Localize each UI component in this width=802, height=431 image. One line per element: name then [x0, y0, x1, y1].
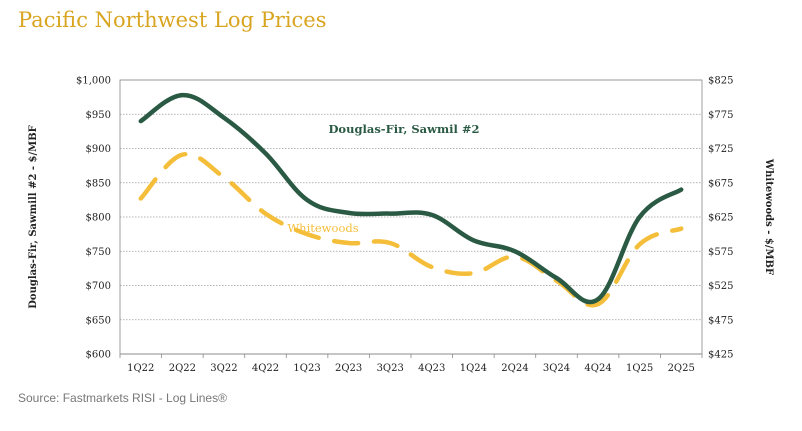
- y-left-tick-label: $650: [86, 315, 111, 326]
- x-tick-label: 3Q24: [543, 363, 570, 374]
- x-tick-label: 1Q24: [460, 363, 487, 374]
- x-tick-label: 2Q22: [169, 363, 196, 374]
- y-right-tick-label: $675: [708, 178, 733, 189]
- y-right-tick-label: $775: [708, 110, 733, 121]
- y-right-tick-label: $825: [708, 76, 733, 87]
- page-title: Pacific Northwest Log Prices: [18, 8, 327, 32]
- douglas-fir-annotation: Douglas-Fir, Sawmil #2: [328, 122, 479, 136]
- y-left-tick-label: $850: [86, 178, 111, 189]
- x-tick-label: 2Q24: [501, 363, 528, 374]
- y-right-tick-label: $525: [708, 281, 733, 292]
- x-tick-label: 2Q25: [668, 363, 695, 374]
- label-layer: Douglas-Fir, Sawmil #2 Whitewoods: [287, 122, 479, 235]
- x-tick-label: 1Q22: [127, 363, 154, 374]
- y-right-tick-label: $625: [708, 213, 733, 224]
- series-layer: [138, 92, 684, 308]
- x-tick-label: 3Q23: [377, 363, 404, 374]
- x-tick-label: 3Q22: [210, 363, 237, 374]
- y-left-tick-label: $1,000: [76, 76, 111, 87]
- whitewoods-annotation: Whitewoods: [287, 221, 358, 235]
- y-right-tick-label: $575: [708, 247, 733, 258]
- y-left-tick-label: $750: [86, 247, 111, 258]
- x-tick-label: 4Q23: [418, 363, 445, 374]
- y-left-tick-label: $800: [86, 213, 111, 224]
- y-left-tick-label: $950: [86, 110, 111, 121]
- y-left-tick-label: $700: [86, 281, 111, 292]
- douglas-fir-series-line: [138, 92, 684, 305]
- x-tick-label: 1Q23: [293, 363, 320, 374]
- y-right-axis-title: Whitewoods - $/MBF: [763, 158, 774, 275]
- source-note: Source: Fastmarkets RISI - Log Lines®: [18, 391, 227, 405]
- grid-layer: [119, 79, 703, 355]
- x-tick-label: 1Q25: [626, 363, 653, 374]
- whitewoods-series-line: [138, 151, 684, 308]
- x-tick-label: 2Q23: [335, 363, 362, 374]
- x-tick-label: 4Q24: [584, 363, 611, 374]
- y-left-tick-label: $900: [86, 144, 111, 155]
- x-tick-label: 4Q22: [252, 363, 279, 374]
- y-left-axis-title: Douglas-Fir, Sawmill #2 - $/MBF: [28, 125, 39, 309]
- axis-layer: $600 $650 $700 $750 $800 $850 $900 $950 $1,000 $4…: [28, 76, 774, 375]
- y-right-tick-label: $475: [708, 315, 733, 326]
- y-left-tick-label: $600: [86, 350, 111, 361]
- y-right-tick-label: $725: [708, 144, 733, 155]
- y-right-tick-label: $425: [708, 350, 733, 361]
